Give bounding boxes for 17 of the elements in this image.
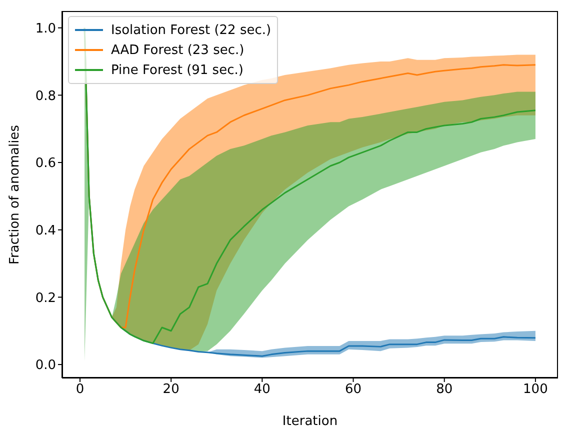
x-tick-label: 40 [254, 382, 270, 398]
y-tick-label: 1.0 [35, 21, 56, 36]
y-tick-label: 0.8 [35, 88, 56, 104]
x-tick-label: 60 [344, 382, 362, 398]
y-tick-label: 0.4 [35, 223, 56, 238]
x-tick-label: 80 [436, 382, 453, 398]
x-tick-label: 20 [162, 382, 180, 398]
y-tick-label: 0.2 [35, 290, 56, 306]
x-tick-label: 0 [76, 382, 84, 398]
x-axis-title: Iteration [282, 414, 338, 429]
y-tick-label: 0.6 [35, 156, 56, 172]
y-axis-title: Fraction of anomalies [8, 124, 23, 264]
legend-label: AAD Forest (23 sec.) [111, 42, 244, 58]
legend-label: Isolation Forest (22 sec.) [111, 22, 272, 38]
x-tick-label: 100 [523, 382, 548, 398]
y-tick-label: 0.0 [35, 358, 56, 374]
legend-label: Pine Forest (91 sec.) [111, 62, 244, 78]
